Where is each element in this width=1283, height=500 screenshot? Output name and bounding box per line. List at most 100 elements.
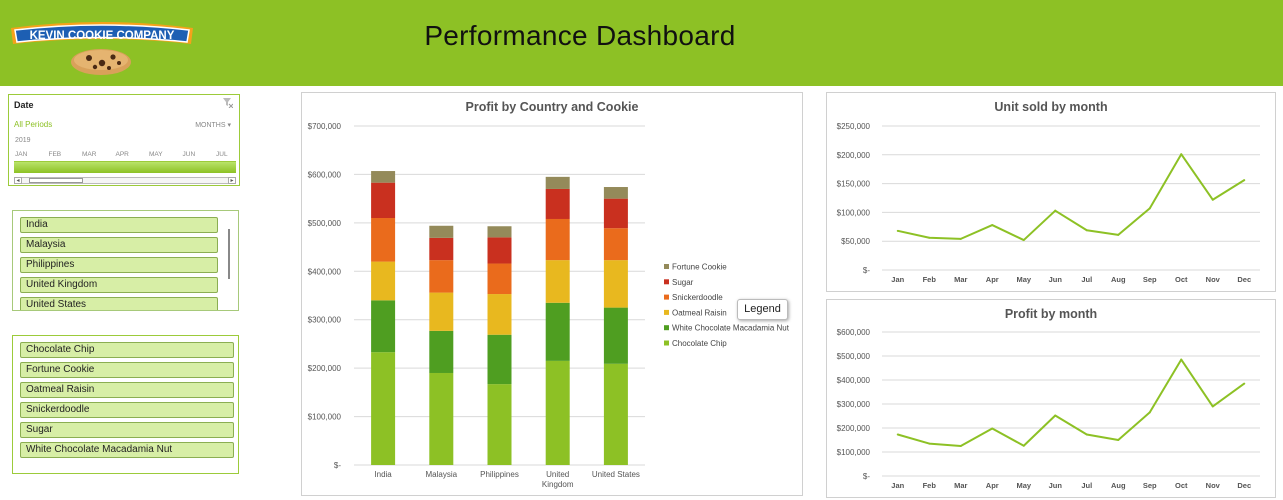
slicer-item[interactable]: White Chocolate Macadamia Nut <box>20 442 234 458</box>
slicer-item[interactable]: Fortune Cookie <box>20 362 234 378</box>
y-tick-label: $600,000 <box>308 170 342 179</box>
data-point[interactable] <box>959 237 962 240</box>
timeline-month[interactable]: MAY <box>149 151 163 158</box>
data-point[interactable] <box>959 445 962 447</box>
bar-segment[interactable] <box>487 226 512 238</box>
bar-segment[interactable] <box>487 263 512 295</box>
slicer-item[interactable]: Oatmeal Raisin <box>20 382 234 398</box>
slicer-item[interactable]: Philippines <box>20 257 218 273</box>
data-line[interactable] <box>897 153 1245 242</box>
units-by-month-chart[interactable]: Unit sold by month $- $50,000 $100,000 $150… <box>826 92 1276 292</box>
bar-segment[interactable] <box>371 300 396 353</box>
bar-segment[interactable] <box>429 225 454 238</box>
data-point[interactable] <box>896 229 899 232</box>
bar-segment[interactable] <box>429 372 454 465</box>
bar-segment[interactable] <box>487 294 512 335</box>
bar-segment[interactable] <box>545 360 570 465</box>
data-point[interactable] <box>991 427 994 430</box>
bar-segment[interactable] <box>603 260 628 308</box>
data-point[interactable] <box>1085 433 1088 436</box>
bar-segment[interactable] <box>603 228 628 261</box>
slicer-item[interactable]: Chocolate Chip <box>20 342 234 358</box>
data-line[interactable] <box>897 358 1245 447</box>
bar-segment[interactable] <box>603 187 628 199</box>
bar-segment[interactable] <box>487 334 512 385</box>
bar-segment[interactable] <box>371 182 396 219</box>
timeline-month[interactable]: JAN <box>15 151 28 158</box>
timeline-range-bar[interactable] <box>14 161 236 173</box>
timeline-level-dropdown[interactable]: MONTHS ▾ <box>195 121 231 129</box>
bar-segment[interactable] <box>429 260 454 293</box>
chevron-down-icon: ▾ <box>227 122 231 129</box>
data-point[interactable] <box>1022 239 1025 242</box>
bar-segment[interactable] <box>371 218 396 262</box>
bar-segment[interactable] <box>545 218 570 261</box>
data-point[interactable] <box>1180 153 1183 156</box>
scroll-right-icon[interactable]: ▸ <box>228 177 236 184</box>
timeline-scroll-thumb[interactable] <box>29 178 83 183</box>
bar-segment[interactable] <box>429 237 454 261</box>
data-point[interactable] <box>896 433 899 436</box>
date-timeline[interactable]: Date All Periods MONTHS ▾ 2019 JAN FEB MAR… <box>8 94 240 186</box>
data-point[interactable] <box>1243 382 1246 385</box>
bar-segment[interactable] <box>487 384 512 465</box>
slicer-item[interactable]: Sugar <box>20 422 234 438</box>
bar-segment[interactable] <box>429 292 454 331</box>
bar-segment[interactable] <box>603 307 628 364</box>
legend-swatch <box>664 294 669 300</box>
x-tick-label: Jul <box>1081 275 1092 284</box>
data-point[interactable] <box>928 236 931 239</box>
data-point[interactable] <box>1211 405 1214 408</box>
slicer-item[interactable]: United Kingdom <box>20 277 218 293</box>
x-tick-label: Nov <box>1206 481 1221 490</box>
scroll-thumb[interactable] <box>228 229 230 279</box>
data-point[interactable] <box>1054 414 1057 417</box>
y-tick-label: $100,000 <box>308 413 342 422</box>
data-point[interactable] <box>1054 209 1057 212</box>
bar-segment[interactable] <box>603 363 628 465</box>
data-point[interactable] <box>1085 229 1088 232</box>
profit-by-month-chart[interactable]: Profit by month $- $100,000 $200,000 $300,0… <box>826 299 1276 498</box>
bar-segment[interactable] <box>545 302 570 361</box>
timeline-month[interactable]: FEB <box>48 151 62 158</box>
country-slicer-scrollbar[interactable] <box>227 221 232 301</box>
timeline-month[interactable]: JUN <box>182 151 196 158</box>
country-slicer: India Malaysia Philippines United Kingdom Un… <box>12 210 239 311</box>
line-chart-plot: $- $50,000 $100,000 $150,000 $200,000 $250,00… <box>837 122 1260 284</box>
bar-segment[interactable] <box>545 260 570 303</box>
x-tick-label: Sep <box>1143 481 1157 490</box>
bar-segment[interactable] <box>371 261 396 301</box>
timeline-month[interactable]: APR <box>115 151 129 158</box>
bar-segment[interactable] <box>371 171 396 183</box>
scroll-left-icon[interactable]: ◂ <box>14 177 22 184</box>
cookie-slicer: Chocolate Chip Fortune Cookie Oatmeal Rais… <box>12 335 239 474</box>
data-point[interactable] <box>1117 439 1120 441</box>
data-point[interactable] <box>1117 233 1120 236</box>
bar-segment[interactable] <box>429 330 454 373</box>
clear-filter-icon[interactable] <box>223 98 233 108</box>
bar-segment[interactable] <box>545 188 570 219</box>
timeline-scrollbar[interactable]: ◂ ▸ <box>14 177 236 184</box>
slicer-item[interactable]: United States <box>20 297 218 310</box>
bar-segment[interactable] <box>371 352 396 465</box>
data-point[interactable] <box>1211 198 1214 201</box>
data-point[interactable] <box>1148 411 1151 414</box>
page-title: Performance Dashboard <box>424 20 736 51</box>
data-point[interactable] <box>1180 358 1183 361</box>
x-tick-label: Aug <box>1111 481 1126 490</box>
slicer-item[interactable]: Malaysia <box>20 237 218 253</box>
slicer-item[interactable]: Snickerdoodle <box>20 402 234 418</box>
profit-by-country-chart[interactable]: Profit by Country and Cookie $- $100,000 $… <box>301 92 803 496</box>
data-point[interactable] <box>991 224 994 227</box>
bar-segment[interactable] <box>603 198 628 229</box>
timeline-month[interactable]: MAR <box>82 151 97 158</box>
x-tick-label: Sep <box>1143 275 1157 284</box>
slicer-item[interactable]: India <box>20 217 218 233</box>
data-point[interactable] <box>1022 444 1025 447</box>
bar-segment[interactable] <box>545 176 570 189</box>
bar-segment[interactable] <box>487 237 512 264</box>
timeline-month[interactable]: JUL <box>216 151 228 158</box>
data-point[interactable] <box>928 442 931 445</box>
data-point[interactable] <box>1148 207 1151 210</box>
data-point[interactable] <box>1243 179 1246 182</box>
